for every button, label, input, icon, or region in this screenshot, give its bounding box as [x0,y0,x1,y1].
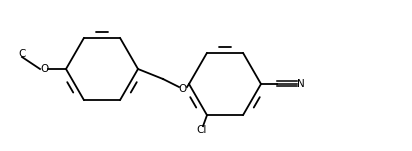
Text: Cl: Cl [197,125,207,135]
Text: O: O [179,84,187,94]
Text: N: N [297,79,305,89]
Text: O: O [40,64,48,74]
Text: C: C [18,49,26,59]
